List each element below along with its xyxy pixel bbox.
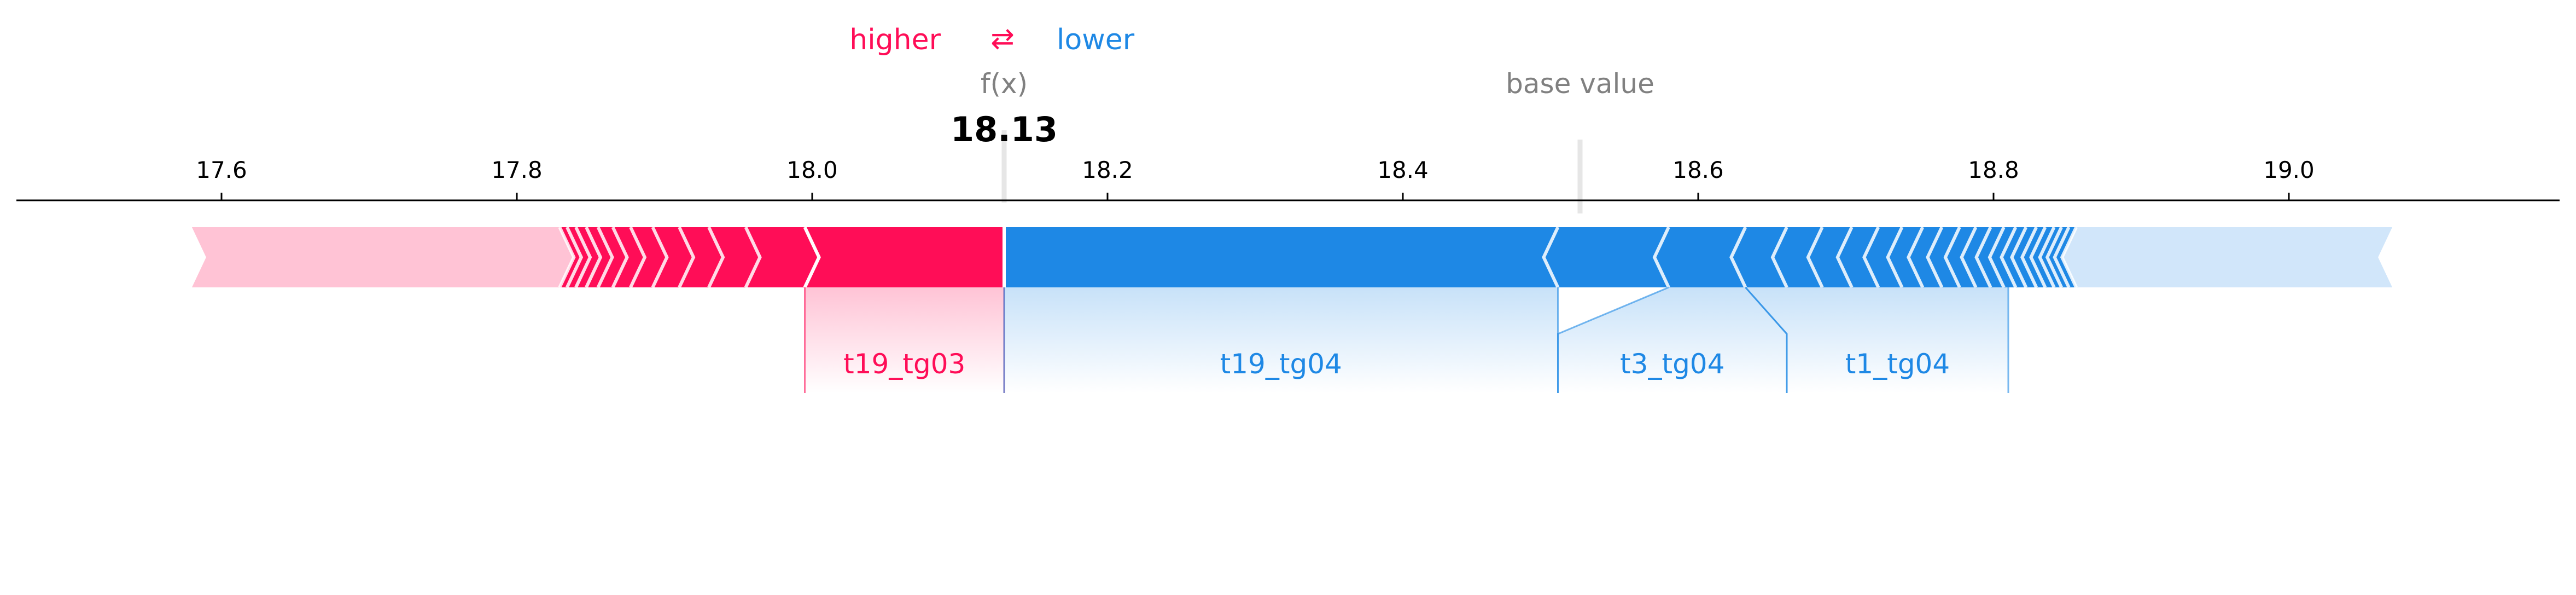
negative-separator xyxy=(1960,226,1978,288)
legend-higher: higher xyxy=(849,24,941,56)
negative-separator xyxy=(1806,226,1824,288)
negative-feature-bar xyxy=(1654,227,1746,287)
negative-feature-bar xyxy=(1808,227,1852,287)
positive-feature-bar xyxy=(805,227,1004,287)
feature-callouts: t19_tg03 t19_tg04 t3_tg04 t1_tg04 xyxy=(804,286,2009,393)
negative-feature-bar xyxy=(1976,227,2004,287)
positive-feature-bar xyxy=(192,227,574,287)
positive-feature-bar xyxy=(560,227,581,287)
positive-separator xyxy=(744,226,762,288)
x-tick-label: 18.4 xyxy=(1377,157,1429,183)
positive-separator xyxy=(651,226,669,288)
negative-separator xyxy=(2053,226,2071,288)
feature-callout: t3_tg04 xyxy=(1557,286,1788,393)
negative-separator xyxy=(1943,226,1961,288)
x-tick-label: 18.8 xyxy=(1968,157,2019,183)
feature-callout-line xyxy=(1745,287,1788,393)
feature-label: t19_tg04 xyxy=(1220,348,1342,380)
positive-feature-bar xyxy=(709,227,760,287)
negative-feature-bar xyxy=(2039,227,2062,287)
feature-callout-shade xyxy=(1004,287,1558,393)
x-tick-label: 18.0 xyxy=(786,157,838,183)
positive-separator xyxy=(574,226,592,288)
positive-separator xyxy=(678,226,696,288)
legend-swap-icon: ⇄ xyxy=(990,22,1015,55)
negative-separator xyxy=(1835,226,1854,288)
positive-separator xyxy=(596,226,614,288)
force-bars xyxy=(192,226,2392,288)
negative-separator xyxy=(2045,226,2063,288)
x-tick-label: 18.6 xyxy=(1672,157,1724,183)
base-value-label: base value xyxy=(1506,68,1654,100)
feature-label: t1_tg04 xyxy=(1845,348,1950,380)
fx-value: 18.13 xyxy=(951,109,1058,149)
negative-separator xyxy=(1988,226,2006,288)
positive-feature-bar xyxy=(745,227,819,287)
negative-feature-bar xyxy=(1004,227,1558,287)
positive-separator xyxy=(803,226,821,288)
positive-feature-bar xyxy=(652,227,693,287)
negative-feature-bar xyxy=(1773,227,1822,287)
negative-separator xyxy=(1770,226,1788,288)
legend-lower: lower xyxy=(1057,24,1135,56)
negative-separator xyxy=(1926,226,1944,288)
negative-separator xyxy=(1886,226,1904,288)
feature-callout-shade xyxy=(805,287,1004,393)
x-axis-ticks: 17.6 17.8 18.0 18.2 18.4 18.6 18.8 19.0 xyxy=(196,157,2315,200)
feature-callout: t1_tg04 xyxy=(1745,287,2009,393)
negative-separator xyxy=(2029,226,2047,288)
negative-separator xyxy=(1862,226,1880,288)
negative-feature-bar xyxy=(1543,227,1669,287)
fx-label: f(x) xyxy=(981,68,1028,100)
negative-feature-bar xyxy=(2001,227,2026,287)
feature-label: t3_tg04 xyxy=(1620,348,1724,380)
negative-feature-bar xyxy=(2022,227,2045,287)
positive-feature-bar xyxy=(630,227,667,287)
negative-separator xyxy=(1729,226,1747,288)
x-tick-label: 17.6 xyxy=(196,157,247,183)
feature-callout: t19_tg03 xyxy=(804,287,1005,393)
negative-feature-bar xyxy=(2031,227,2054,287)
feature-callout: t19_tg04 xyxy=(1003,287,1559,393)
negative-feature-bar xyxy=(2012,227,2037,287)
negative-feature-bar xyxy=(2062,227,2392,287)
positive-feature-bar xyxy=(679,227,723,287)
negative-separator xyxy=(2038,226,2056,288)
negative-feature-bar xyxy=(2054,227,2077,287)
feature-callout-shade xyxy=(1745,287,2008,393)
positive-feature-bar xyxy=(576,227,601,287)
negative-separator xyxy=(2060,226,2078,288)
negative-separator xyxy=(2010,226,2028,288)
negative-separator xyxy=(1542,226,1560,288)
positive-feature-bar xyxy=(586,227,613,287)
negative-feature-bar xyxy=(2047,227,2069,287)
x-tick-label: 18.2 xyxy=(1082,157,1133,183)
positive-separator xyxy=(707,226,725,288)
negative-separator xyxy=(1974,226,1992,288)
negative-feature-bar xyxy=(1989,227,2016,287)
negative-separator xyxy=(2020,226,2038,288)
positive-separator xyxy=(629,226,647,288)
positive-separator xyxy=(585,226,603,288)
positive-separator xyxy=(611,226,629,288)
positive-separator xyxy=(566,226,584,288)
negative-feature-bar xyxy=(1864,227,1902,287)
positive-feature-bar xyxy=(567,227,590,287)
x-tick-label: 19.0 xyxy=(2263,157,2315,183)
positive-separator xyxy=(558,226,576,288)
negative-separator xyxy=(1907,226,1925,288)
negative-separator xyxy=(2000,226,2018,288)
negative-feature-bar xyxy=(1731,227,1787,287)
feature-callout-shade xyxy=(1558,287,1787,393)
negative-separator xyxy=(1652,226,1670,288)
x-tick-label: 17.8 xyxy=(491,157,543,183)
feature-callout-line xyxy=(1557,286,1669,393)
feature-label: t19_tg03 xyxy=(843,348,965,380)
negative-feature-bar xyxy=(1837,227,1879,287)
